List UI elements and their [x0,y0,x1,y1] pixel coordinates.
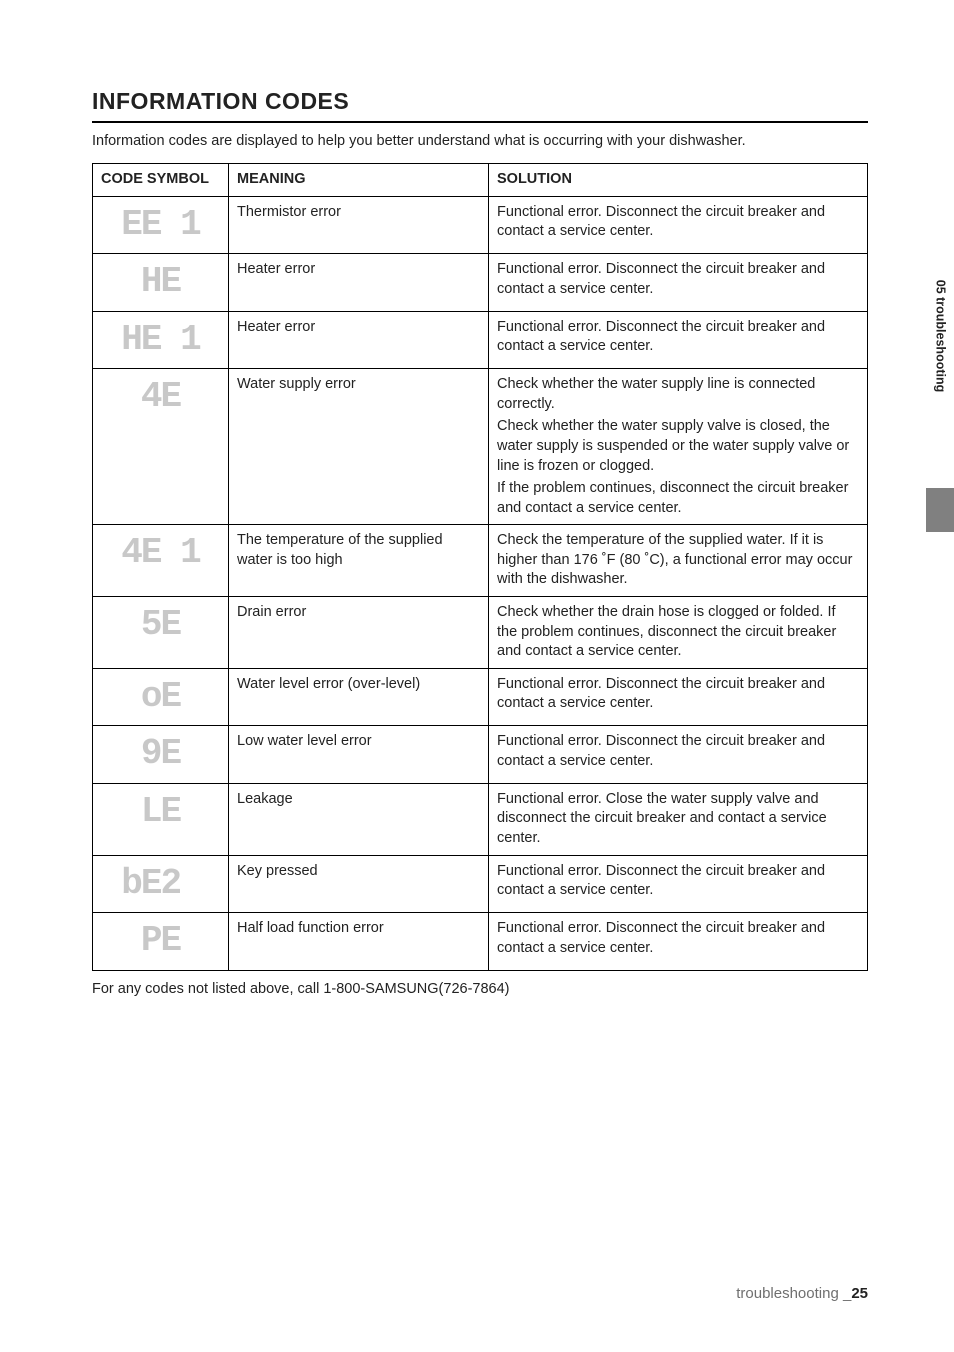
seven-segment-code: HE 1 [121,319,199,360]
seven-segment-code: bE2 [121,863,199,904]
intro-text: Information codes are displayed to help … [92,133,868,149]
code-symbol-cell: 4E 1 [93,525,229,597]
footnote: For any codes not listed above, call 1-8… [92,981,868,997]
side-tab: 05 troubleshooting [926,248,954,424]
table-row: 4E 1 The temperature of the supplied wate… [93,525,868,597]
solution-cell: Functional error. Disconnect the circuit… [489,913,868,971]
seven-segment-code: oE [121,676,199,717]
solution-paragraph: Functional error. Disconnect the circuit… [497,862,859,901]
table-row: EE 1 Thermistor errorFunctional error. Di… [93,196,868,254]
solution-paragraph: If the problem continues, disconnect the… [497,479,859,518]
meaning-cell: Leakage [229,783,489,855]
solution-cell: Functional error. Disconnect the circuit… [489,254,868,312]
code-symbol-cell: EE 1 [93,196,229,254]
table-row: HE 1 Heater errorFunctional error. Discon… [93,311,868,369]
footer-label: troubleshooting _ [736,1285,851,1302]
code-symbol-cell: oE [93,668,229,726]
seven-segment-code: 9E [121,733,199,774]
solution-paragraph: Functional error. Disconnect the circuit… [497,260,859,299]
meaning-cell: Low water level error [229,726,489,784]
solution-cell: Functional error. Disconnect the circuit… [489,855,868,913]
solution-cell: Functional error. Disconnect the circuit… [489,668,868,726]
code-symbol-cell: bE2 [93,855,229,913]
table-row: oE Water level error (over-level)Functio… [93,668,868,726]
solution-paragraph: Functional error. Disconnect the circuit… [497,203,859,242]
side-tab-label: 05 troubleshooting [933,280,947,393]
section-title: INFORMATION CODES [92,88,868,123]
meaning-cell: Thermistor error [229,196,489,254]
seven-segment-code: EE 1 [121,204,199,245]
manual-page: INFORMATION CODES Information codes are … [0,0,954,1352]
table-row: 5E Drain errorCheck whether the drain ho… [93,596,868,668]
table-body: EE 1Thermistor errorFunctional error. Di… [93,196,868,970]
solution-paragraph: Check whether the water supply line is c… [497,375,859,414]
info-codes-table: CODE SYMBOL MEANING SOLUTION EE 1 Thermis… [92,163,868,971]
page-footer: troubleshooting _25 [736,1285,868,1302]
code-symbol-cell: 9E [93,726,229,784]
code-symbol-cell: HE 1 [93,311,229,369]
solution-cell: Check whether the water supply line is c… [489,369,868,525]
col-header-code: CODE SYMBOL [93,164,229,197]
code-symbol-cell: HE [93,254,229,312]
code-symbol-cell: 5E [93,596,229,668]
solution-paragraph: Functional error. Disconnect the circuit… [497,919,859,958]
seven-segment-code: 5E [121,604,199,645]
solution-paragraph: Functional error. Disconnect the circuit… [497,318,859,357]
meaning-cell: Water supply error [229,369,489,525]
seven-segment-code: PE [121,920,199,961]
col-header-solution: SOLUTION [489,164,868,197]
meaning-cell: Water level error (over-level) [229,668,489,726]
solution-paragraph: Check whether the drain hose is clogged … [497,603,859,662]
solution-paragraph: Check the temperature of the supplied wa… [497,531,859,590]
meaning-cell: Drain error [229,596,489,668]
solution-cell: Functional error. Disconnect the circuit… [489,196,868,254]
solution-cell: Check whether the drain hose is clogged … [489,596,868,668]
meaning-cell: Key pressed [229,855,489,913]
footer-page-number: 25 [851,1285,868,1302]
table-row: 4E Water supply errorCheck whether the w… [93,369,868,525]
code-symbol-cell: PE [93,913,229,971]
meaning-cell: The temperature of the supplied water is… [229,525,489,597]
seven-segment-code: 4E 1 [121,532,199,573]
meaning-cell: Heater error [229,254,489,312]
seven-segment-code: LE [121,791,199,832]
meaning-cell: Half load function error [229,913,489,971]
solution-paragraph: Functional error. Close the water supply… [497,790,859,849]
table-header-row: CODE SYMBOL MEANING SOLUTION [93,164,868,197]
solution-paragraph: Functional error. Disconnect the circuit… [497,732,859,771]
col-header-meaning: MEANING [229,164,489,197]
table-row: bE2 Key pressedFunctional error. Disconn… [93,855,868,913]
table-row: PE Half load function errorFunctional er… [93,913,868,971]
code-symbol-cell: LE [93,783,229,855]
side-tab-indicator [926,488,954,532]
meaning-cell: Heater error [229,311,489,369]
table-row: LE LeakageFunctional error. Close the wa… [93,783,868,855]
solution-cell: Functional error. Disconnect the circuit… [489,726,868,784]
table-row: 9E Low water level errorFunctional error… [93,726,868,784]
solution-cell: Functional error. Close the water supply… [489,783,868,855]
solution-paragraph: Check whether the water supply valve is … [497,417,859,476]
seven-segment-code: HE [121,261,199,302]
solution-cell: Check the temperature of the supplied wa… [489,525,868,597]
solution-cell: Functional error. Disconnect the circuit… [489,311,868,369]
table-row: HE Heater errorFunctional error. Disconn… [93,254,868,312]
seven-segment-code: 4E [121,376,199,417]
code-symbol-cell: 4E [93,369,229,525]
solution-paragraph: Functional error. Disconnect the circuit… [497,675,859,714]
